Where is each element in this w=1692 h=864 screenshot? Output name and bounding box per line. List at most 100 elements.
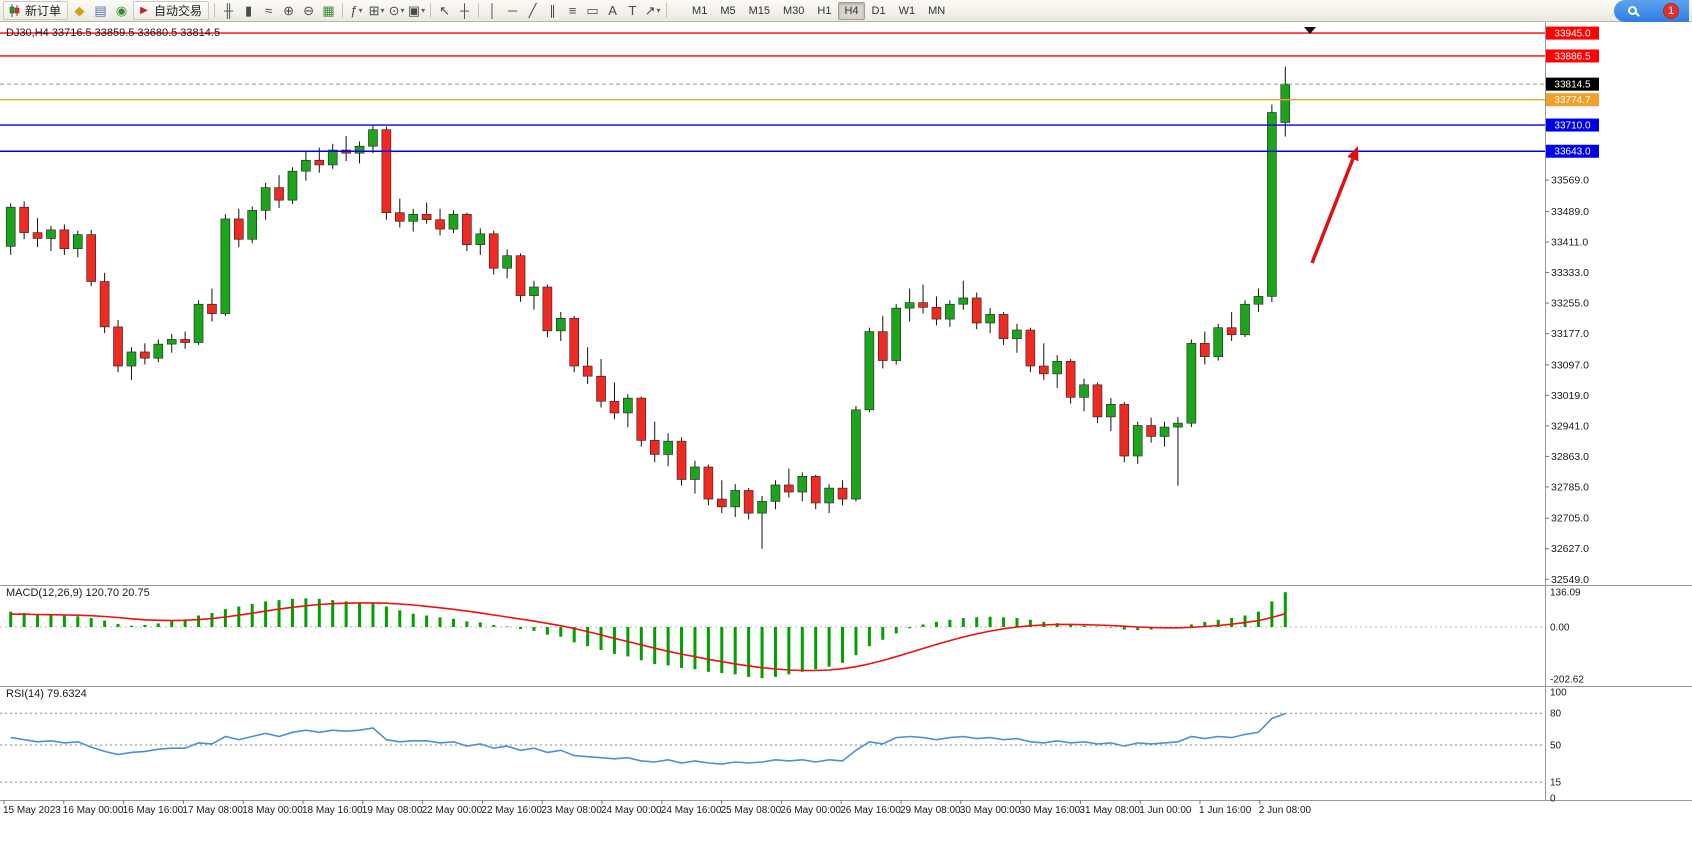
svg-text:32549.0: 32549.0: [1551, 574, 1589, 586]
timeframe-w1-button[interactable]: W1: [898, 4, 916, 17]
line-chart-icon[interactable]: ≈: [264, 3, 273, 18]
svg-text:24 May 16:00: 24 May 16:00: [661, 805, 722, 816]
svg-text:19 May 08:00: 19 May 08:00: [362, 805, 423, 816]
indicators-icon[interactable]: ƒ ▾: [350, 3, 363, 18]
svg-text:1 Jun 16:00: 1 Jun 16:00: [1199, 805, 1252, 816]
svg-text:26 May 00:00: 26 May 00:00: [780, 805, 841, 816]
periodicity-icon[interactable]: ⊙ ▾: [388, 2, 405, 18]
svg-text:33643.0: 33643.0: [1554, 147, 1591, 158]
chevron-down-icon: ▾: [421, 6, 426, 15]
svg-text:30 May 00:00: 30 May 00:00: [960, 805, 1021, 816]
chart-frame: [0, 22, 1692, 801]
auto-trading-button[interactable]: ▶ 自动交易: [133, 1, 210, 20]
toolbar-separator: [666, 3, 668, 18]
macd-indicator-label: MACD(12,26,9) 120.70 20.75: [6, 587, 150, 599]
shapes-icon[interactable]: ▭: [586, 2, 599, 18]
time-axis: 15 May 2023 16 May 00:00 16 May 16:00 17 Ma…: [3, 800, 1312, 816]
macd-signal-line: [10, 602, 1286, 672]
svg-text:15 May 2023: 15 May 2023: [3, 805, 61, 816]
svg-text:16 May 16:00: 16 May 16:00: [123, 805, 184, 816]
svg-text:33710.0: 33710.0: [1554, 121, 1591, 132]
arrow-tool-icon[interactable]: ↗ ▾: [644, 2, 661, 18]
notification-badge: 1: [1663, 2, 1679, 19]
macd-axis: 136.09 0.00 -202.62: [0, 588, 1584, 685]
svg-text:33411.0: 33411.0: [1551, 237, 1588, 249]
data-window-icon[interactable]: ▤: [94, 2, 107, 18]
timeframe-m15-button[interactable]: M15: [748, 4, 770, 17]
timeframe-m5-button[interactable]: M5: [720, 4, 736, 17]
bar-chart-icon[interactable]: ╫: [223, 3, 234, 18]
toolbar-separator: [430, 3, 432, 18]
timeframe-m30-button[interactable]: M30: [783, 4, 805, 17]
new-order-button[interactable]: 新订单: [3, 1, 69, 20]
svg-text:-202.62: -202.62: [1550, 674, 1584, 685]
chevron-down-icon: ▾: [400, 6, 405, 15]
trendline-icon[interactable]: ╱: [528, 2, 537, 18]
svg-text:100: 100: [1550, 688, 1567, 699]
hlines-layer: 33945.0 33886.5 33774.7 33710.0 33643.0: [0, 26, 1599, 158]
toolbar-separator: [478, 3, 480, 18]
svg-text:33945.0: 33945.0: [1554, 29, 1591, 40]
zoom-out-icon[interactable]: ⊖: [303, 2, 314, 18]
crosshair-icon[interactable]: ┼: [459, 3, 470, 18]
label-icon[interactable]: T: [628, 3, 637, 18]
svg-text:0.00: 0.00: [1550, 623, 1570, 634]
timeframe-h1-button[interactable]: H1: [817, 4, 832, 17]
svg-text:32785.0: 32785.0: [1551, 481, 1589, 493]
svg-text:33019.0: 33019.0: [1551, 390, 1589, 402]
chevron-down-icon: ▾: [358, 6, 363, 15]
fibonacci-icon[interactable]: ≡: [568, 3, 577, 18]
market-watch-icon[interactable]: ◆: [74, 2, 85, 18]
rsi-levels: 100 80 50 15 0: [0, 688, 1567, 805]
toolbar-separator: [214, 3, 216, 18]
timeframe-d1-button[interactable]: D1: [871, 4, 886, 17]
timeframe-mn-button[interactable]: MN: [928, 4, 946, 17]
svg-text:15: 15: [1550, 778, 1562, 789]
navigator-icon[interactable]: ◉: [115, 2, 128, 18]
svg-text:0: 0: [1550, 794, 1556, 805]
new-chart-icon[interactable]: ⊞ ▾: [368, 2, 385, 18]
text-icon[interactable]: A: [608, 3, 617, 18]
svg-text:33886.5: 33886.5: [1554, 51, 1591, 62]
trend-arrow-annotation[interactable]: [1310, 146, 1359, 264]
candles-layer: [5, 66, 1291, 549]
svg-text:33569.0: 33569.0: [1551, 175, 1589, 187]
horizontal-line-icon[interactable]: ─: [507, 3, 518, 18]
svg-text:80: 80: [1550, 709, 1562, 720]
svg-text:2 Jun 08:00: 2 Jun 08:00: [1259, 805, 1312, 816]
svg-text:32705.0: 32705.0: [1551, 513, 1589, 525]
templates-icon[interactable]: ▣ ▾: [407, 2, 426, 18]
svg-text:33177.0: 33177.0: [1551, 328, 1589, 340]
chart-background: [0, 22, 1692, 864]
svg-text:33255.0: 33255.0: [1551, 298, 1589, 310]
tile-windows-icon[interactable]: ▦: [322, 2, 335, 18]
macd-panel: [9, 592, 1287, 679]
svg-text:32863.0: 32863.0: [1551, 451, 1589, 463]
svg-text:33097.0: 33097.0: [1551, 359, 1589, 371]
svg-text:16 May 00:00: 16 May 00:00: [63, 805, 124, 816]
cursor-icon[interactable]: ↖: [439, 2, 450, 18]
auto-trading-label: 自动交易: [154, 4, 203, 18]
svg-text:33333.0: 33333.0: [1551, 267, 1589, 279]
vertical-line-icon[interactable]: │: [488, 3, 497, 18]
zoom-in-icon[interactable]: ⊕: [283, 2, 294, 18]
svg-text:23 May 08:00: 23 May 08:00: [541, 805, 602, 816]
svg-text:30 May 16:00: 30 May 16:00: [1020, 805, 1081, 816]
channel-icon[interactable]: ∥: [549, 2, 556, 18]
current-price: 33814.5: [0, 77, 1599, 91]
chevron-down-icon: ▾: [380, 6, 385, 15]
timeframe-h4-button[interactable]: H4: [838, 1, 865, 20]
svg-text:25 May 08:00: 25 May 08:00: [721, 805, 782, 816]
search-widget[interactable]: 1: [1614, 0, 1689, 22]
svg-text:32627.0: 32627.0: [1551, 543, 1589, 555]
candlestick-chart-icon[interactable]: ▮: [244, 2, 253, 18]
svg-text:50: 50: [1550, 741, 1562, 752]
rsi-panel: [10, 712, 1286, 765]
timeframe-m1-button[interactable]: M1: [692, 4, 708, 17]
end-marker-icon: [1304, 27, 1316, 34]
search-icon[interactable]: [1628, 6, 1637, 15]
toolbar-icons-main: ╫ ▮ ≈ ⊕ ⊖ ▦ ƒ ▾ ⊞ ▾ ⊙ ▾ ▣ ▾ ↖ ┼ │ ─ ╱ ∥ ≡ ▭ A T ↗ ▾: [211, 1, 670, 20]
app-toolbar: 新订单 ◆ ▤ ◉ ▶ 自动交易 ╫ ▮ ≈ ⊕ ⊖ ▦ ƒ ▾ ⊞ ▾ ⊙ ▾ ▣ ▾ ↖ ┼ │ ─ ╱ ∥ ≡ ▭ A T ↗…: [0, 0, 1692, 22]
